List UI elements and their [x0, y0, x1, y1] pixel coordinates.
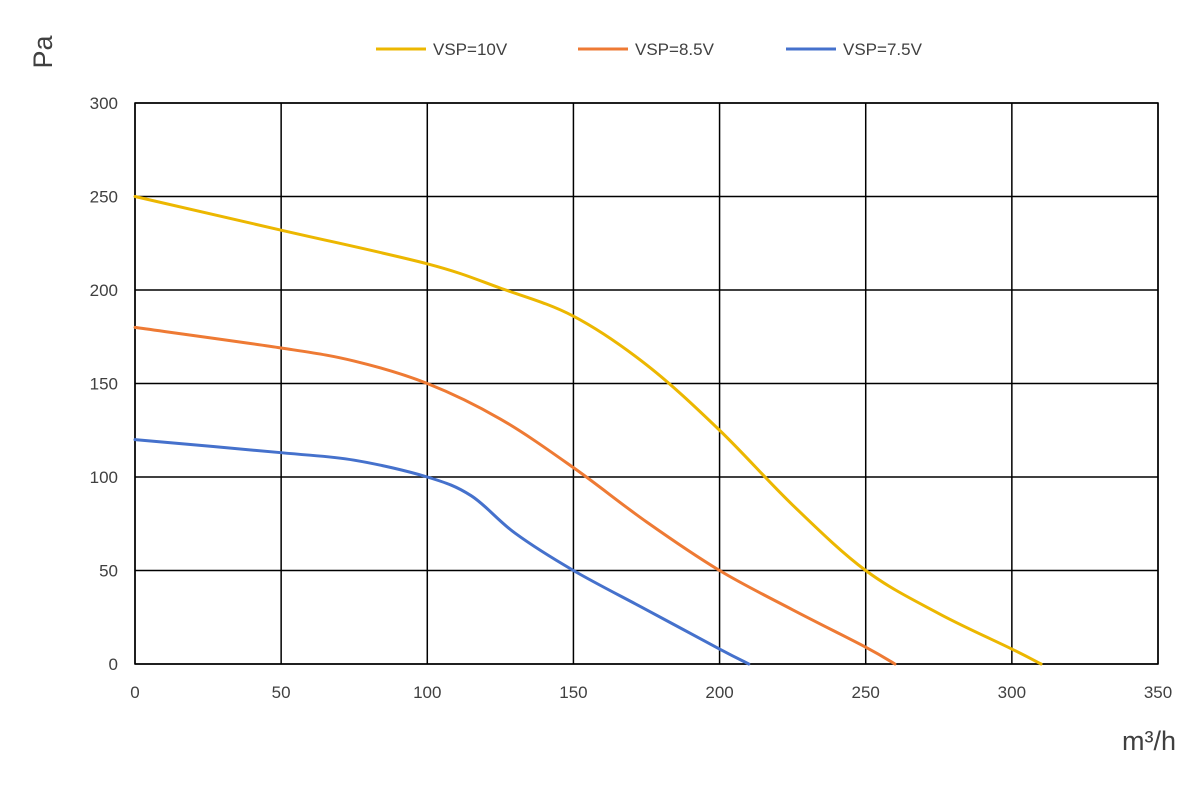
x-axis-title: m³/h [1122, 726, 1176, 756]
tick-labels: 0 50 100 150 200 250 300 350 0 50 100 150 200 250 300 [90, 94, 1173, 702]
grid [134, 102, 1159, 665]
x-tick-label: 350 [1144, 683, 1172, 702]
legend-label-vsp-8-5v: VSP=8.5V [635, 40, 715, 59]
x-tick-label: 300 [998, 683, 1026, 702]
x-tick-label: 200 [705, 683, 733, 702]
x-tick-label: 150 [559, 683, 587, 702]
legend-label-vsp-7-5v: VSP=7.5V [843, 40, 923, 59]
y-tick-label: 250 [90, 188, 118, 207]
series-line-vsp-8-5v [133, 325, 897, 666]
y-axis-title: Pa [28, 35, 58, 69]
y-tick-label: 100 [90, 468, 118, 487]
y-tick-label: 0 [109, 655, 118, 674]
y-tick-label: 50 [99, 562, 118, 581]
series-line-vsp-7-5v [133, 438, 751, 666]
legend-label-vsp-10v: VSP=10V [433, 40, 508, 59]
plot-border [134, 102, 1159, 665]
y-tick-label: 150 [90, 375, 118, 394]
series-line-vsp-10v [133, 195, 1043, 666]
x-tick-label: 0 [130, 683, 139, 702]
series-lines [133, 195, 1043, 666]
y-tick-label: 300 [90, 94, 118, 113]
x-tick-label: 100 [413, 683, 441, 702]
x-tick-label: 50 [272, 683, 291, 702]
legend: VSP=10V VSP=8.5V VSP=7.5V [376, 40, 923, 59]
y-tick-label: 200 [90, 281, 118, 300]
x-tick-label: 250 [852, 683, 880, 702]
